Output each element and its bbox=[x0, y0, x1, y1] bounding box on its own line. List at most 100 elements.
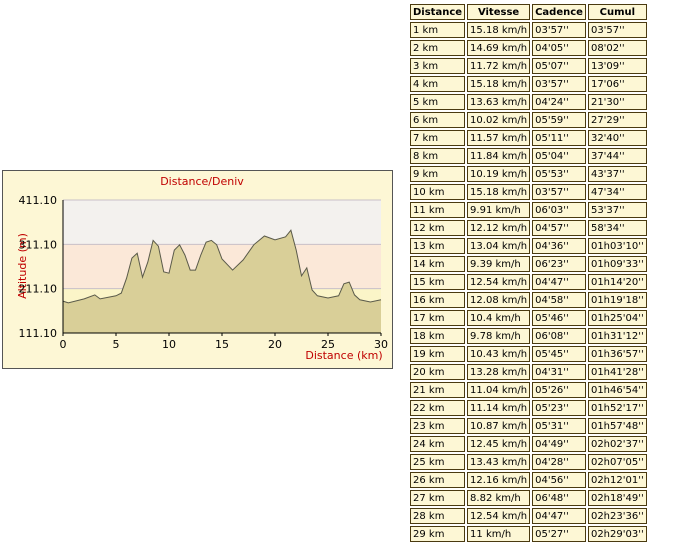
table-cell: 17 km bbox=[410, 310, 466, 326]
table-cell: 03'57'' bbox=[532, 76, 586, 92]
table-cell: 05'11'' bbox=[532, 130, 586, 146]
table-cell: 11.84 km/h bbox=[467, 148, 531, 164]
table-cell: 21'30'' bbox=[587, 94, 647, 110]
table-row: 2 km 14.69 km/h 04'05'' 08'02'' bbox=[410, 40, 647, 56]
table-cell: 25 km bbox=[410, 454, 466, 470]
table-cell: 5 km bbox=[410, 94, 466, 110]
table-cell: 01h52'17'' bbox=[587, 400, 647, 416]
table-cell: 11.57 km/h bbox=[467, 130, 531, 146]
table-cell: 1 km bbox=[410, 22, 466, 38]
x-tick-label: 15 bbox=[215, 338, 229, 351]
table-row: 14 km 9.39 km/h 06'23'' 01h09'33'' bbox=[410, 256, 647, 272]
table-cell: 06'48'' bbox=[532, 490, 586, 506]
table-cell: 01h25'04'' bbox=[587, 310, 647, 326]
table-cell: 29 km bbox=[410, 526, 466, 542]
table-cell: 02h12'01'' bbox=[587, 472, 647, 488]
table-cell: 10.4 km/h bbox=[467, 310, 531, 326]
table-row: 20 km 13.28 km/h 04'31'' 01h41'28'' bbox=[410, 364, 647, 380]
table-row: 11 km 9.91 km/h 06'03'' 53'37'' bbox=[410, 202, 647, 218]
table-cell: 13'09'' bbox=[587, 58, 647, 74]
table-cell: 9.91 km/h bbox=[467, 202, 531, 218]
table-row: 4 km 15.18 km/h 03'57'' 17'06'' bbox=[410, 76, 647, 92]
table-cell: 01h36'57'' bbox=[587, 346, 647, 362]
table-cell: 02h02'37'' bbox=[587, 436, 647, 452]
y-tick-label: 111.10 bbox=[19, 327, 58, 340]
table-row: 8 km 11.84 km/h 05'04'' 37'44'' bbox=[410, 148, 647, 164]
table-cell: 11.14 km/h bbox=[467, 400, 531, 416]
table-row: 23 km 10.87 km/h 05'31'' 01h57'48'' bbox=[410, 418, 647, 434]
table-cell: 13 km bbox=[410, 238, 466, 254]
table-row: 7 km 11.57 km/h 05'11'' 32'40'' bbox=[410, 130, 647, 146]
altitude-area bbox=[63, 230, 381, 333]
table-cell: 04'56'' bbox=[532, 472, 586, 488]
table-cell: 26 km bbox=[410, 472, 466, 488]
y-tick-label: 311.10 bbox=[19, 238, 58, 251]
table-cell: 58'34'' bbox=[587, 220, 647, 236]
table-row: 19 km 10.43 km/h 05'45'' 01h36'57'' bbox=[410, 346, 647, 362]
table-row: 17 km 10.4 km/h 05'46'' 01h25'04'' bbox=[410, 310, 647, 326]
table-cell: 24 km bbox=[410, 436, 466, 452]
table-cell: 12.45 km/h bbox=[467, 436, 531, 452]
table-cell: 08'02'' bbox=[587, 40, 647, 56]
table-cell: 47'34'' bbox=[587, 184, 647, 200]
table-cell: 11 km bbox=[410, 202, 466, 218]
table-cell: 05'23'' bbox=[532, 400, 586, 416]
table-cell: 15.18 km/h bbox=[467, 76, 531, 92]
table-cell: 03'57'' bbox=[587, 22, 647, 38]
table-body: 1 km 15.18 km/h 03'57'' 03'57'' 2 km 14.69 km… bbox=[410, 22, 647, 542]
column-header: Cumul bbox=[587, 4, 647, 20]
table-row: 21 km 11.04 km/h 05'26'' 01h46'54'' bbox=[410, 382, 647, 398]
table-cell: 8.82 km/h bbox=[467, 490, 531, 506]
table-cell: 05'27'' bbox=[532, 526, 586, 542]
x-tick-label: 5 bbox=[113, 338, 120, 351]
table-row: 26 km 12.16 km/h 04'56'' 02h12'01'' bbox=[410, 472, 647, 488]
table-cell: 6 km bbox=[410, 112, 466, 128]
x-tick-label: 25 bbox=[321, 338, 335, 351]
table-cell: 01h46'54'' bbox=[587, 382, 647, 398]
table-cell: 04'28'' bbox=[532, 454, 586, 470]
table-cell: 32'40'' bbox=[587, 130, 647, 146]
table-cell: 11 km/h bbox=[467, 526, 531, 542]
table-cell: 15 km bbox=[410, 274, 466, 290]
table-cell: 04'47'' bbox=[532, 508, 586, 524]
column-header: Vitesse bbox=[467, 4, 531, 20]
x-tick-label: 30 bbox=[374, 338, 388, 351]
table-cell: 01h19'18'' bbox=[587, 292, 647, 308]
table-cell: 9 km bbox=[410, 166, 466, 182]
split-table: Distance Vitesse Cadence Cumul 1 km 15.18 km/… bbox=[408, 2, 649, 544]
table-cell: 02h18'49'' bbox=[587, 490, 647, 506]
table-cell: 01h09'33'' bbox=[587, 256, 647, 272]
table-cell: 13.43 km/h bbox=[467, 454, 531, 470]
table-cell: 04'31'' bbox=[532, 364, 586, 380]
table-cell: 01h03'10'' bbox=[587, 238, 647, 254]
table-cell: 06'23'' bbox=[532, 256, 586, 272]
table-cell: 05'26'' bbox=[532, 382, 586, 398]
table-cell: 27'29'' bbox=[587, 112, 647, 128]
y-tick-label: 211.10 bbox=[19, 283, 58, 296]
table-cell: 15.18 km/h bbox=[467, 184, 531, 200]
column-header: Distance bbox=[410, 4, 466, 20]
x-tick-label: 10 bbox=[162, 338, 176, 351]
table-cell: 05'07'' bbox=[532, 58, 586, 74]
table-cell: 06'03'' bbox=[532, 202, 586, 218]
table-cell: 2 km bbox=[410, 40, 466, 56]
column-header: Cadence bbox=[532, 4, 586, 20]
header-row: Distance Vitesse Cadence Cumul bbox=[410, 4, 647, 20]
table-cell: 01h57'48'' bbox=[587, 418, 647, 434]
table-row: 24 km 12.45 km/h 04'49'' 02h02'37'' bbox=[410, 436, 647, 452]
table-cell: 9.39 km/h bbox=[467, 256, 531, 272]
table-cell: 05'46'' bbox=[532, 310, 586, 326]
x-tick-label: 20 bbox=[268, 338, 282, 351]
table-cell: 4 km bbox=[410, 76, 466, 92]
table-cell: 02h07'05'' bbox=[587, 454, 647, 470]
table-row: 12 km 12.12 km/h 04'57'' 58'34'' bbox=[410, 220, 647, 236]
table-cell: 05'45'' bbox=[532, 346, 586, 362]
y-axis-label: Altitude (m) bbox=[16, 233, 29, 299]
x-axis-label: Distance (km) bbox=[305, 349, 382, 362]
table-cell: 10.02 km/h bbox=[467, 112, 531, 128]
table-cell: 9.78 km/h bbox=[467, 328, 531, 344]
table-row: 22 km 11.14 km/h 05'23'' 01h52'17'' bbox=[410, 400, 647, 416]
table-cell: 10.87 km/h bbox=[467, 418, 531, 434]
table-cell: 12.08 km/h bbox=[467, 292, 531, 308]
table-row: 18 km 9.78 km/h 06'08'' 01h31'12'' bbox=[410, 328, 647, 344]
